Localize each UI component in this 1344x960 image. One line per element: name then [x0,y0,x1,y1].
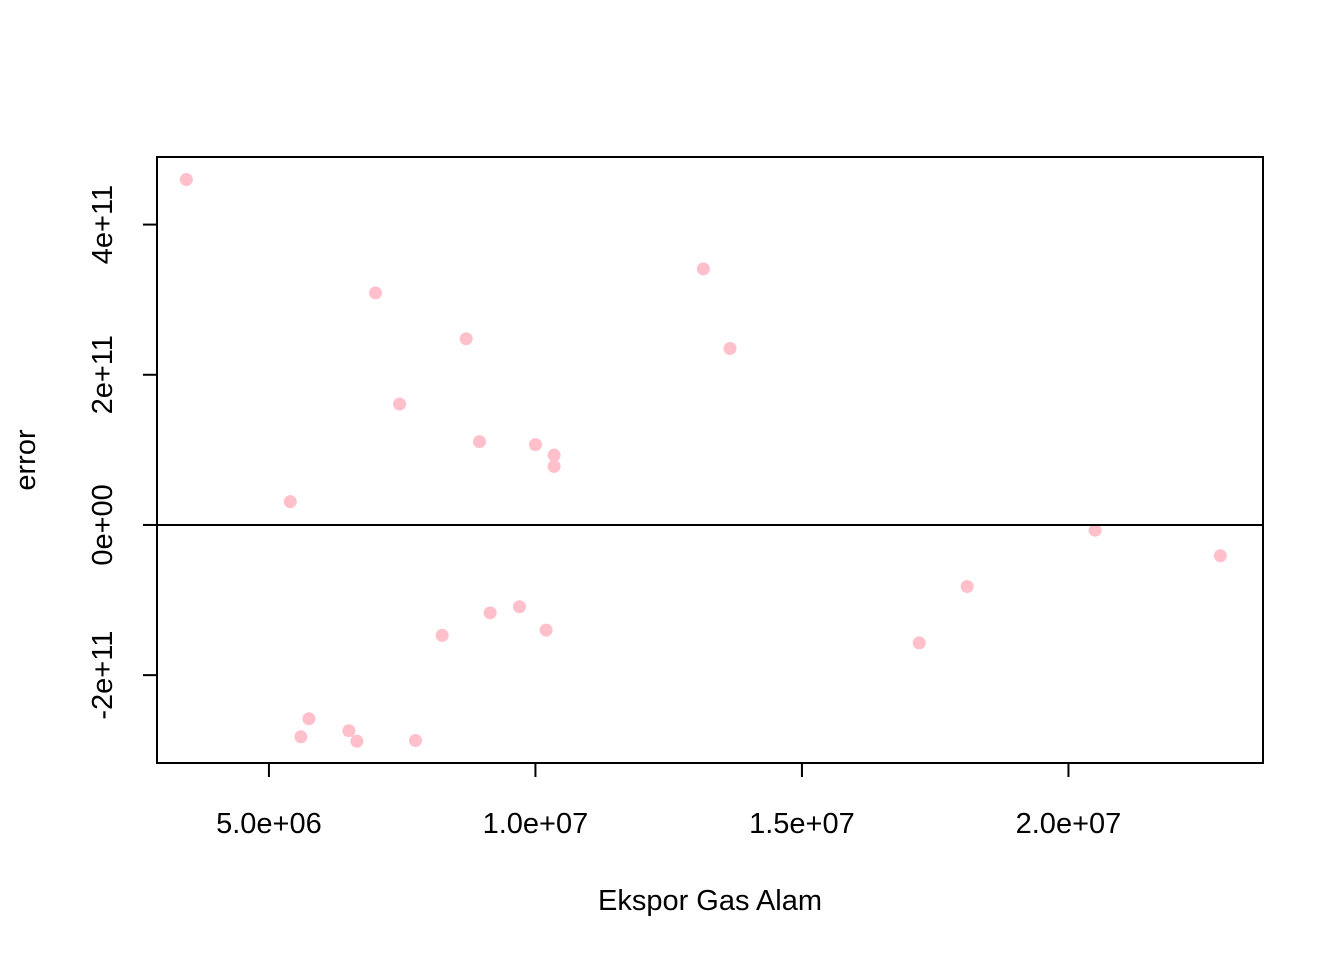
y-axis: -2e+11 0e+00 2e+11 4e+11 [87,185,157,720]
x-axis-label: Ekspor Gas Alam [598,885,822,917]
data-point-0 [179,173,193,187]
data-point-21 [960,580,974,594]
data-point-17 [547,459,561,473]
x-axis: 5.0e+06 1.0e+07 1.5e+07 2.0e+07 [216,763,1121,840]
x-tick-label-0: 5.0e+06 [216,808,322,840]
data-point-12 [483,606,497,620]
data-point-8 [409,733,423,747]
data-point-15 [539,623,553,637]
data-point-1 [283,495,297,509]
y-axis-label: error [10,429,42,491]
data-points [179,173,1227,748]
data-point-7 [393,397,407,411]
data-point-18 [696,262,710,276]
data-point-19 [723,341,737,355]
x-tick-label-2: 1.5e+07 [749,808,855,840]
data-point-3 [302,712,316,726]
data-point-11 [472,435,486,449]
data-point-9 [435,628,449,642]
data-point-14 [528,438,542,452]
plot-frame [156,156,1264,764]
y-tick-label-2: 2e+11 [87,335,119,414]
data-point-13 [512,600,526,614]
data-point-20 [912,636,926,650]
data-point-5 [350,734,364,748]
y-tick-label-3: 4e+11 [87,185,119,264]
y-tick-label-1: 0e+00 [87,484,119,565]
y-tick-label-0: -2e+11 [87,631,119,720]
x-tick-label-3: 2.0e+07 [1016,808,1122,840]
data-point-23 [1213,549,1227,563]
data-point-4 [342,724,356,738]
data-point-16 [547,448,561,462]
data-point-6 [369,286,383,300]
data-point-2 [294,730,308,744]
data-point-10 [459,332,473,346]
data-point-22 [1088,523,1102,537]
x-tick-label-1: 1.0e+07 [483,808,589,840]
